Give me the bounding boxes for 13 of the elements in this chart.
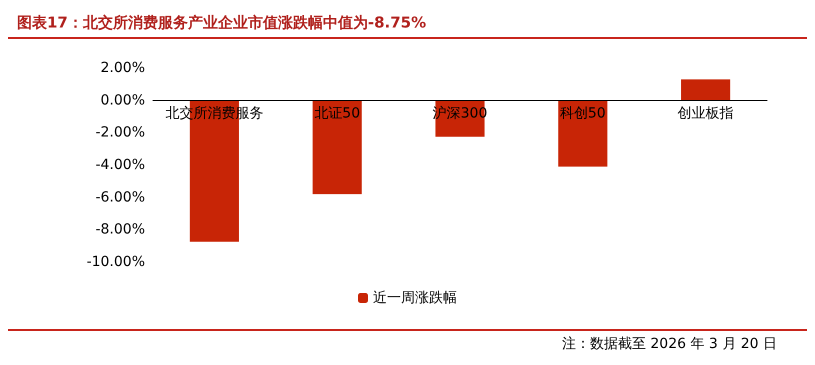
x-tick-label: 北证50	[314, 105, 360, 122]
y-tick-label: -2.00%	[95, 124, 145, 141]
x-tick-label: 创业板指	[678, 105, 734, 122]
y-tick-label: -10.00%	[86, 254, 145, 270]
y-tick-label: 2.00%	[100, 60, 145, 76]
y-tick-label: 0.00%	[100, 92, 145, 108]
legend-label: 近一周涨跌幅	[373, 290, 457, 306]
x-tick-label: 科创50	[560, 105, 606, 122]
y-tick-label: -4.00%	[95, 157, 145, 173]
y-tick-label: -8.00%	[95, 222, 145, 238]
text: 注：数据截至 2026 年 3 月 20 日	[562, 336, 778, 352]
chart-title: 图表17：北交所消费服务产业企业市值涨跌幅中值为-8.75%	[17, 14, 426, 32]
y-tick-label: -6.00%	[95, 189, 145, 206]
